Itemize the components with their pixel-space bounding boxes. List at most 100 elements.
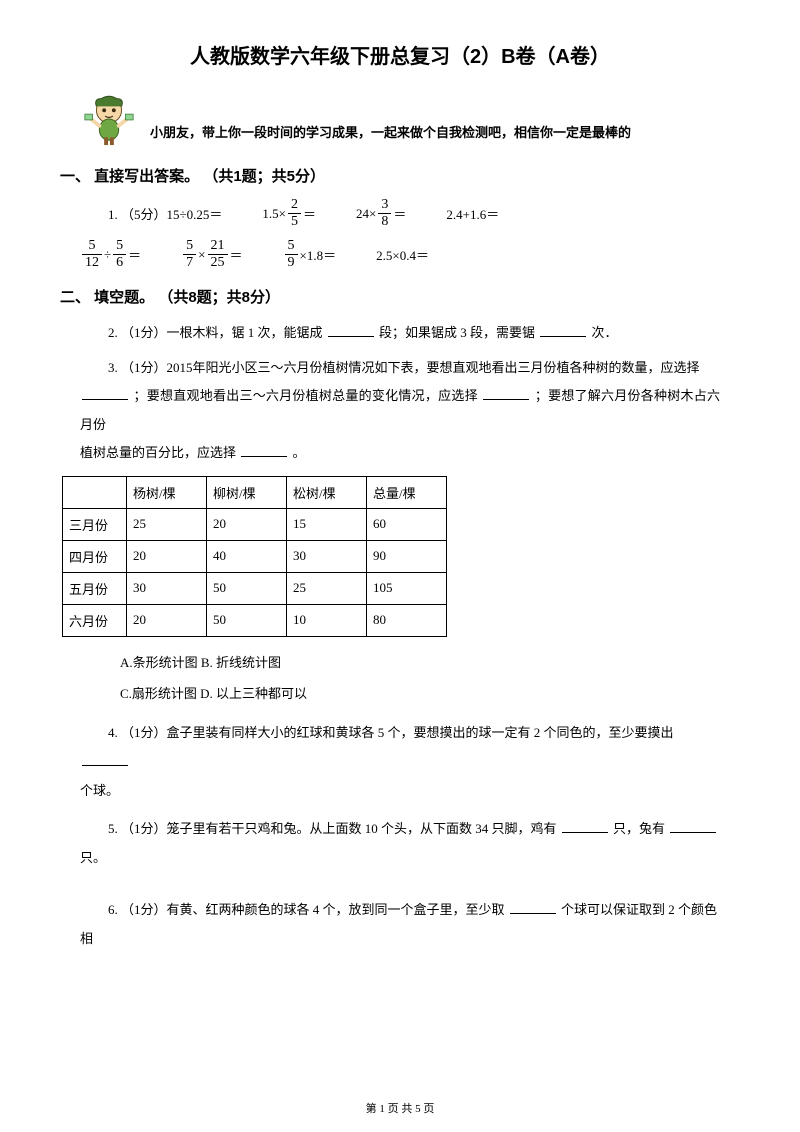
table-cell: 20 <box>127 540 207 572</box>
table-row: 四月份 20 40 30 90 <box>63 540 447 572</box>
expr-b: 1.5× 2 5 ＝ <box>262 198 316 229</box>
frac-num: 5 <box>183 239 196 254</box>
q5-c: 只。 <box>80 850 106 865</box>
table-cell: 40 <box>207 540 287 572</box>
table-row: 五月份 30 50 25 105 <box>63 572 447 604</box>
blank <box>562 819 608 833</box>
table-cell: 20 <box>207 508 287 540</box>
blank <box>670 819 716 833</box>
tree-table: 杨树/棵 柳树/棵 松树/棵 总量/棵 三月份 25 20 15 60 四月份 … <box>62 476 447 637</box>
page-title: 人教版数学六年级下册总复习（2）B卷（A卷） <box>80 40 720 69</box>
table-row: 三月份 25 20 15 60 <box>63 508 447 540</box>
frac-num: 5 <box>285 239 298 254</box>
table-cell: 30 <box>127 572 207 604</box>
blank <box>328 323 374 337</box>
frac-5-12: 5 12 <box>82 239 102 270</box>
question-6: 6. （1分）有黄、红两种颜色的球各 4 个，放到同一个盒子里，至少取 个球可以… <box>80 896 720 953</box>
table-cell: 25 <box>127 508 207 540</box>
frac-den: 6 <box>113 254 126 270</box>
frac-2-5: 2 5 <box>288 198 301 229</box>
blank <box>540 323 586 337</box>
expr-h: 2.5×0.4＝ <box>376 245 429 264</box>
question-1-line-1: 1. （5分）15÷0.25＝ 1.5× 2 5 ＝ 24× 3 8 ＝ 2.4… <box>108 198 720 229</box>
frac-num: 3 <box>378 198 391 213</box>
table-header-cell <box>63 476 127 508</box>
q2-c: 次． <box>592 325 618 340</box>
op: × <box>198 247 205 263</box>
options-line-2: C.扇形统计图 D. 以上三种都可以 <box>120 678 720 709</box>
frac-num: 5 <box>113 239 126 254</box>
blank <box>82 386 128 400</box>
q2-a: 2. （1分）一根木料，锯 1 次，能锯成 <box>108 325 323 340</box>
blank <box>241 443 287 457</box>
options-line-1: A.条形统计图 B. 折线统计图 <box>120 647 720 678</box>
mascot-icon <box>80 89 138 147</box>
blank <box>82 752 128 766</box>
question-3: 3. （1分）2015年阳光小区三～六月份植树情况如下表，要想直观地看出三月份植… <box>80 354 720 468</box>
table-cell: 三月份 <box>63 508 127 540</box>
page-footer: 第 1 页 共 5 页 <box>0 1100 800 1116</box>
table-header-cell: 柳树/棵 <box>207 476 287 508</box>
expr-e: 5 12 ÷ 5 6 ＝ <box>80 239 141 270</box>
q3-d: 植树总量的百分比，应选择 <box>80 445 236 460</box>
intro-row: 小朋友，带上你一段时间的学习成果，一起来做个自我检测吧，相信你一定是最棒的 <box>80 89 720 147</box>
q5-b: 只，兔有 <box>613 821 665 836</box>
frac-den: 12 <box>82 254 102 270</box>
blank <box>483 386 529 400</box>
question-4: 4. （1分）盒子里装有同样大小的红球和黄球各 5 个，要想摸出的球一定有 2 … <box>80 719 720 805</box>
table-cell: 90 <box>367 540 447 572</box>
expr-a: 1. （5分）15÷0.25＝ <box>108 204 222 223</box>
section-1-header: 一、 直接写出答案。 （共1题；共5分） <box>60 165 720 186</box>
q3-e: 。 <box>293 445 306 460</box>
table-cell: 15 <box>287 508 367 540</box>
expr-d: 2.4+1.6＝ <box>446 204 499 223</box>
q4-b: 个球。 <box>80 783 119 798</box>
frac-21-25: 21 25 <box>208 239 228 270</box>
frac-5-6: 5 6 <box>113 239 126 270</box>
blank <box>510 900 556 914</box>
table-cell: 105 <box>367 572 447 604</box>
frac-den: 7 <box>183 254 196 270</box>
expr-c-post: ＝ <box>393 204 406 223</box>
eq: ＝ <box>230 245 243 264</box>
op: ÷ <box>104 247 111 263</box>
frac-5-7: 5 7 <box>183 239 196 270</box>
question-1-line-2: 5 12 ÷ 5 6 ＝ 5 7 × 21 25 ＝ 5 <box>80 239 720 270</box>
intro-text: 小朋友，带上你一段时间的学习成果，一起来做个自我检测吧，相信你一定是最棒的 <box>150 122 631 147</box>
expr-b-pre: 1.5× <box>262 206 286 222</box>
expr-f: 5 7 × 21 25 ＝ <box>181 239 242 270</box>
frac-5-9: 5 9 <box>285 239 298 270</box>
table-header-cell: 杨树/棵 <box>127 476 207 508</box>
frac-num: 21 <box>208 239 228 254</box>
table-header-row: 杨树/棵 柳树/棵 松树/棵 总量/棵 <box>63 476 447 508</box>
frac-den: 8 <box>378 213 391 229</box>
table-cell: 六月份 <box>63 604 127 636</box>
table-cell: 50 <box>207 572 287 604</box>
frac-num: 2 <box>288 198 301 213</box>
table-row: 六月份 20 50 10 80 <box>63 604 447 636</box>
table-header-cell: 总量/棵 <box>367 476 447 508</box>
q5-a: 5. （1分）笼子里有若干只鸡和兔。从上面数 10 个头，从下面数 34 只脚，… <box>108 821 557 836</box>
expr-b-post: ＝ <box>303 204 316 223</box>
expr-c: 24× 3 8 ＝ <box>356 198 406 229</box>
q3-b: ；要想直观地看出三～六月份植树总量的变化情况，应选择 <box>134 388 478 403</box>
frac-den: 25 <box>208 254 228 270</box>
q3-a: 3. （1分）2015年阳光小区三～六月份植树情况如下表，要想直观地看出三月份植… <box>108 360 700 375</box>
table-cell: 25 <box>287 572 367 604</box>
frac-num: 5 <box>86 239 99 254</box>
expr-c-pre: 24× <box>356 206 376 222</box>
frac-den: 5 <box>288 213 301 229</box>
expr-g-post: ×1.8＝ <box>300 245 337 264</box>
q6-a: 6. （1分）有黄、红两种颜色的球各 4 个，放到同一个盒子里，至少取 <box>108 902 505 917</box>
table-cell: 30 <box>287 540 367 572</box>
table-cell: 10 <box>287 604 367 636</box>
table-cell: 50 <box>207 604 287 636</box>
table-cell: 四月份 <box>63 540 127 572</box>
section-2-header: 二、 填空题。 （共8题；共8分） <box>60 286 720 307</box>
table-cell: 五月份 <box>63 572 127 604</box>
table-cell: 60 <box>367 508 447 540</box>
frac-den: 9 <box>285 254 298 270</box>
q2-b: 段；如果锯成 3 段，需要锯 <box>379 325 535 340</box>
eq: ＝ <box>128 245 141 264</box>
question-2: 2. （1分）一根木料，锯 1 次，能锯成 段；如果锯成 3 段，需要锯 次． <box>80 319 720 348</box>
